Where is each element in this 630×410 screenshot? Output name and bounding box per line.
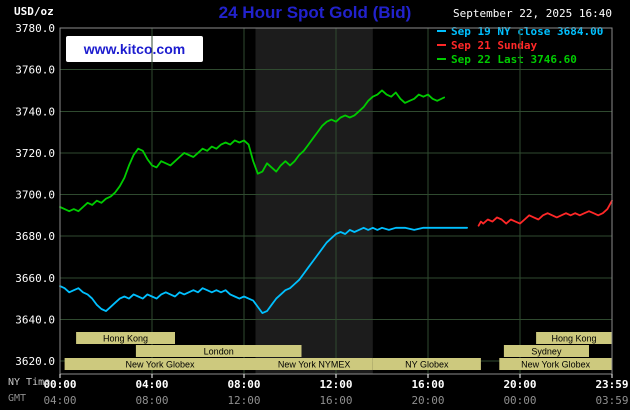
session-label: London — [204, 347, 234, 357]
price-line-sep21 — [477, 199, 613, 227]
legend-dash-icon — [437, 30, 446, 32]
session-label: New York Globex — [521, 360, 591, 370]
y-tick-label: 3640.0 — [15, 313, 55, 326]
legend-dash-icon — [437, 44, 446, 46]
x-tick-label-gmt: 00:00 — [503, 394, 536, 407]
x-tick-label-ny: 20:00 — [503, 378, 536, 391]
session-label: New York Globex — [126, 360, 196, 370]
y-tick-label: 3700.0 — [15, 189, 55, 202]
kitco-watermark-text: www.kitco.com — [83, 41, 186, 57]
session-box — [135, 345, 302, 357]
session-box — [76, 332, 175, 344]
session-label: New York NYMEX — [278, 360, 351, 370]
x-tick-label-ny: 23:59 — [595, 378, 628, 391]
session-label: Sydney — [531, 347, 562, 357]
chart-title: 24 Hour Spot Gold (Bid) — [218, 3, 412, 22]
x-tick-label-ny: 08:00 — [227, 378, 260, 391]
session-box — [499, 358, 612, 370]
kitco-watermark-link[interactable]: www.kitco.com — [66, 36, 203, 62]
datetime-label: September 22, 2025 16:40 — [453, 7, 612, 20]
legend-label: Sep 21 Sunday — [451, 38, 538, 52]
x-tick-label-gmt: 20:00 — [411, 394, 444, 407]
y-tick-label: 3760.0 — [15, 64, 55, 77]
session-box — [536, 332, 612, 344]
session-label: NY Globex — [405, 360, 449, 370]
session-box — [372, 358, 481, 370]
session-box — [64, 358, 256, 370]
x-tick-label-gmt: 08:00 — [135, 394, 168, 407]
price-unit-label: USD/oz — [14, 5, 54, 18]
y-tick-label: 3740.0 — [15, 105, 55, 118]
session-box — [503, 345, 589, 357]
price-line-sep19 — [59, 226, 469, 315]
x-tick-label-ny: 12:00 — [319, 378, 352, 391]
x-tick-label-gmt: 16:00 — [319, 394, 352, 407]
gmt-axis-label: GMT — [8, 393, 27, 404]
y-tick-label: 3660.0 — [15, 272, 55, 285]
x-tick-label-ny: 16:00 — [411, 378, 444, 391]
legend-dash-icon — [437, 58, 446, 60]
session-label: Hong Kong — [552, 334, 597, 344]
x-tick-label-ny: 00:00 — [43, 378, 76, 391]
session-label: Hong Kong — [103, 334, 148, 344]
y-tick-label: 3620.0 — [15, 355, 55, 368]
x-tick-label-ny: 04:00 — [135, 378, 168, 391]
legend-label: Sep 22 Last 3746.60 — [451, 52, 577, 66]
legend-row-sep21: Sep 21 Sunday — [437, 38, 603, 52]
y-tick-label: 3720.0 — [15, 147, 55, 160]
y-tick-label: 3680.0 — [15, 230, 55, 243]
x-tick-label-gmt: 04:00 — [43, 394, 76, 407]
price-line-sep22 — [59, 89, 446, 213]
x-tick-label-gmt: 03:59 — [595, 394, 628, 407]
session-box — [255, 358, 373, 370]
nymex-session-band — [255, 28, 373, 374]
x-tick-label-gmt: 12:00 — [227, 394, 260, 407]
legend-row-sep22: Sep 22 Last 3746.60 — [437, 52, 603, 66]
ny-time-axis-label: NY Time — [8, 377, 51, 388]
y-tick-label: 3780.0 — [15, 22, 55, 35]
